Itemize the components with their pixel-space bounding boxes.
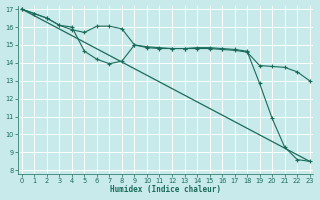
X-axis label: Humidex (Indice chaleur): Humidex (Indice chaleur) [110,185,221,194]
